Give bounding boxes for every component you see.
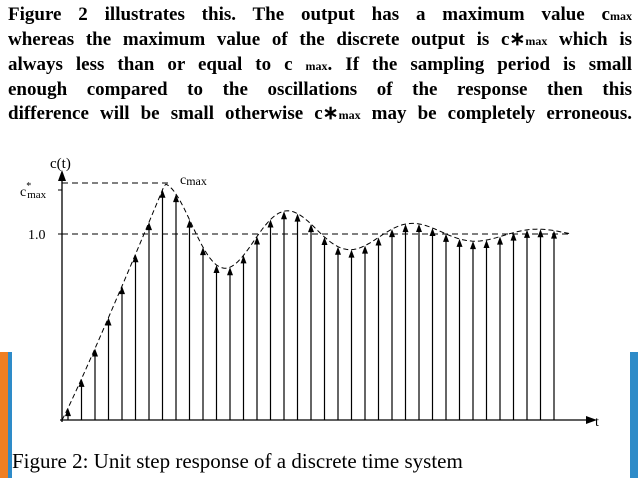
sample-arrowhead (92, 348, 98, 357)
sample-arrowhead (375, 237, 382, 246)
sample-arrowhead (470, 241, 476, 250)
text: difference will be small otherwise c∗ (8, 103, 339, 124)
sample-arrowhead (254, 236, 260, 245)
sample-arrowhead (186, 219, 193, 228)
sample-arrowhead (402, 224, 409, 233)
label-base: c (20, 185, 26, 200)
sample-arrowhead (416, 223, 422, 232)
label-sub: max (186, 174, 207, 188)
sample-arrowhead (321, 237, 328, 246)
sample-arrowhead (240, 255, 247, 264)
sample-arrowhead (389, 229, 395, 238)
accent-bar (8, 352, 12, 478)
y-axis-label: c(t) (50, 156, 71, 172)
sample-arrowhead (537, 229, 544, 238)
caption: Figure 2: Unit step response of a discre… (12, 449, 463, 473)
sample-arrowhead (132, 254, 139, 263)
text: whereas the maximum value of the discret… (8, 29, 526, 50)
c-star-max-label: c* max (20, 181, 47, 201)
sample-arrowhead (213, 264, 220, 273)
text: which is (547, 29, 632, 50)
sample-arrowhead (105, 317, 112, 326)
sample-arrowhead (173, 194, 179, 203)
text-line: always less than or equal to c max. If t… (8, 53, 632, 78)
accent-bar (0, 352, 8, 478)
label-sup: * (26, 181, 31, 192)
text: Figure 2 illustrates this. The output ha… (8, 4, 610, 25)
sample-arrowhead (65, 408, 71, 417)
sample-arrowhead (524, 229, 530, 238)
sample-arrowhead (281, 211, 287, 220)
sample-arrowhead (78, 378, 85, 387)
label-sub: max (27, 189, 46, 201)
axis-arrow (58, 170, 66, 181)
sample-arrowhead (429, 227, 436, 236)
sample-arrowhead (483, 240, 490, 249)
axis-arrow (586, 416, 597, 424)
text: . If the sampling period is small (327, 54, 632, 75)
subscript: max (305, 59, 328, 73)
sample-arrowhead (200, 247, 206, 256)
text: always less than or equal to c (8, 54, 306, 75)
paragraph: Figure 2 illustrates this. The output ha… (8, 3, 632, 127)
subscript: max (525, 34, 548, 48)
subscript: max (338, 108, 361, 122)
sample-arrowhead (551, 230, 557, 239)
text-line: difference will be small otherwise c∗max… (8, 102, 632, 127)
plot (58, 170, 597, 424)
label-base: c (180, 173, 186, 188)
text-line: Figure 2 illustrates this. The output ha… (8, 3, 632, 28)
sample-arrowhead (456, 238, 463, 247)
sample-arrowhead (227, 267, 233, 276)
sample-arrowhead (267, 219, 274, 228)
response-curve (61, 183, 571, 421)
text-line: whereas the maximum value of the discret… (8, 28, 632, 53)
sample-arrowhead (443, 233, 449, 242)
text: may be completely erroneous. (360, 103, 632, 124)
sample-arrowhead (159, 189, 166, 198)
sample-arrowhead (362, 245, 368, 254)
text: enough compared to the oscillations of t… (8, 79, 632, 100)
x-axis-label: t (595, 415, 599, 430)
subscript: max (610, 9, 632, 23)
sample-arrowhead (119, 286, 125, 295)
sample-arrowhead (335, 246, 341, 255)
sample-arrowhead (497, 236, 503, 245)
c-max-label: cmax (180, 173, 207, 188)
text-line: enough compared to the oscillations of t… (8, 78, 632, 102)
sample-arrowhead (308, 224, 314, 233)
sample-arrowhead (146, 222, 152, 231)
sample-arrowhead (348, 249, 355, 258)
accent-bar (630, 352, 638, 478)
sample-arrowhead (510, 232, 517, 241)
sample-arrowhead (294, 213, 301, 222)
level-label: 1.0 (28, 228, 46, 243)
